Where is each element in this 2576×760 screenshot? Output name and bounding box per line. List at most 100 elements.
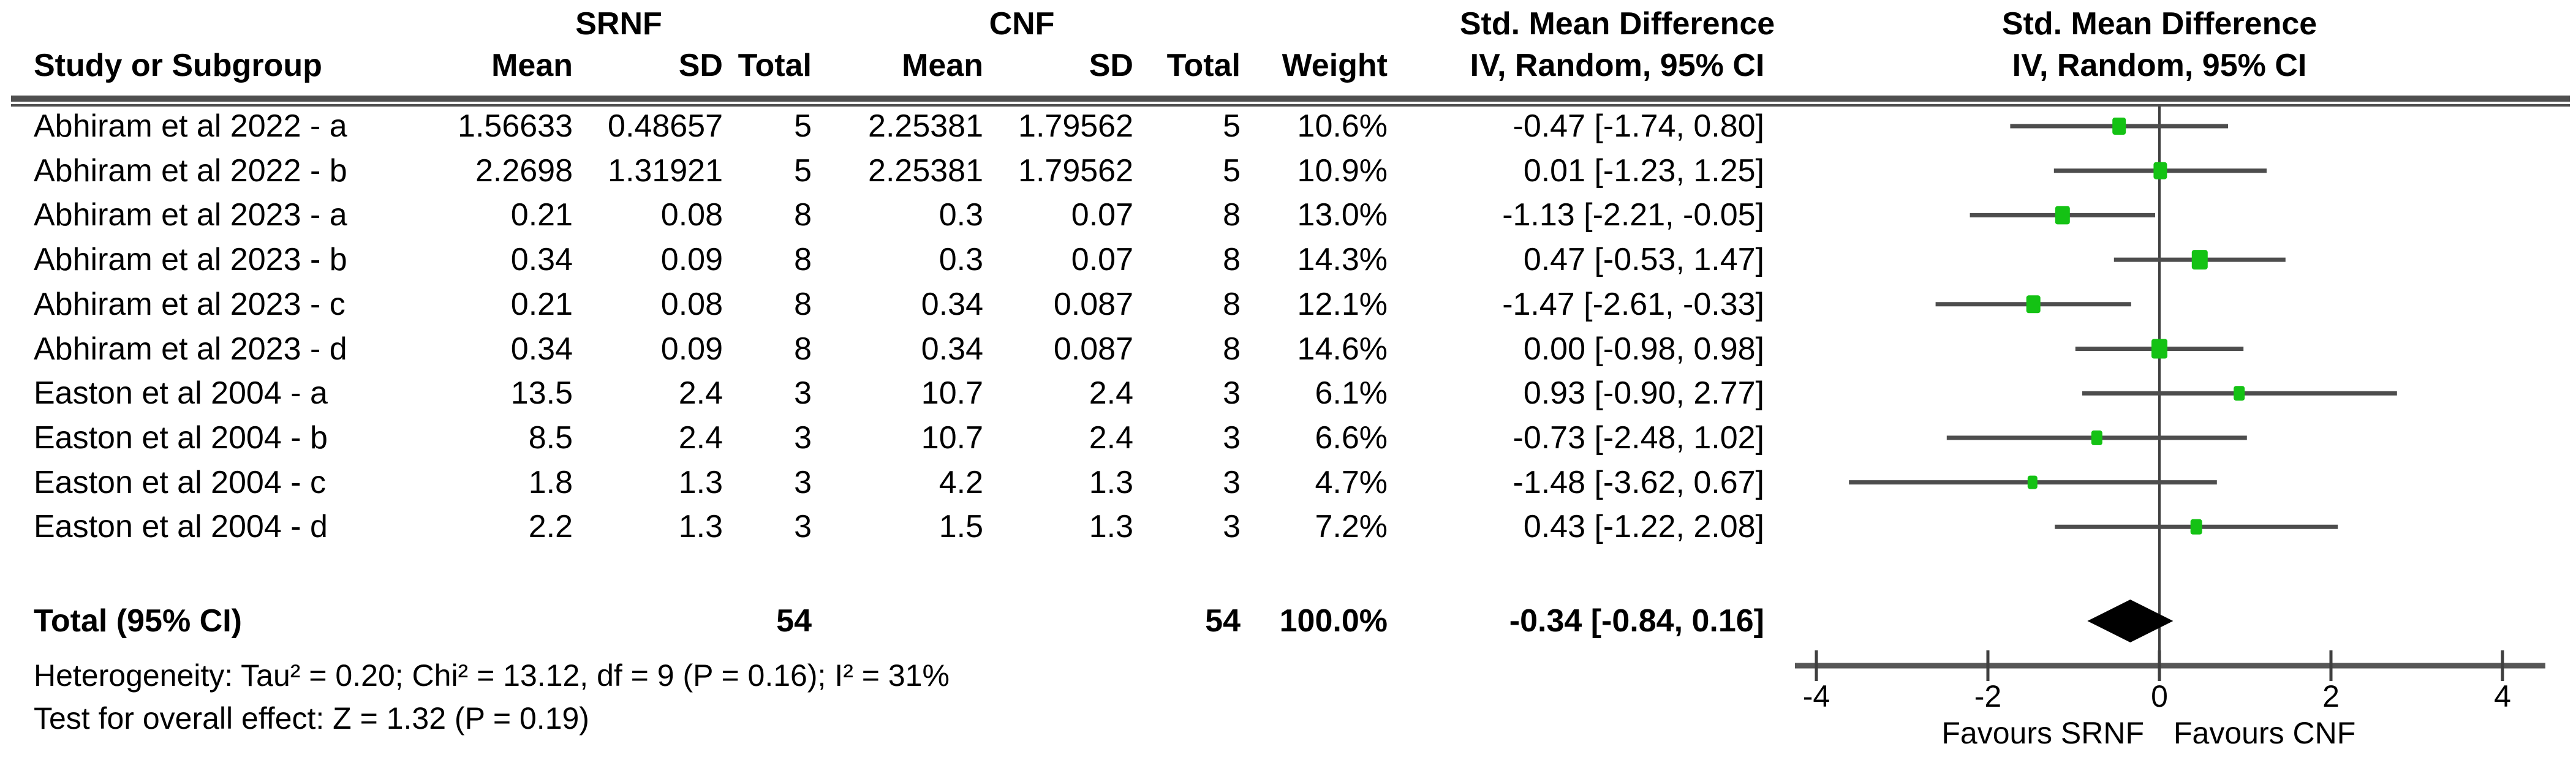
mean-cnf: 0.3 xyxy=(939,242,983,277)
col-header-weight: Weight xyxy=(1282,48,1388,83)
sd-srnf: 0.08 xyxy=(660,197,723,233)
weight: 4.7% xyxy=(1315,465,1388,500)
sd-cnf: 1.3 xyxy=(1089,465,1133,500)
total-srnf: 8 xyxy=(794,197,812,233)
ci-text: 0.47 [-0.53, 1.47] xyxy=(1523,242,1764,277)
ci-text: -1.13 [-2.21, -0.05] xyxy=(1502,197,1764,233)
total-cnf: 8 xyxy=(1223,197,1241,233)
header-rule-thin xyxy=(11,104,2570,107)
sd-srnf: 0.09 xyxy=(660,242,723,277)
ci-text: 0.00 [-0.98, 0.98] xyxy=(1523,331,1764,367)
sd-cnf: 2.4 xyxy=(1089,420,1133,456)
mean-srnf: 2.2698 xyxy=(475,153,573,189)
mean-srnf: 1.56633 xyxy=(458,108,573,144)
sd-cnf: 1.79562 xyxy=(1018,108,1133,144)
col-header-mean-srnf: Mean xyxy=(491,48,573,83)
weight: 10.6% xyxy=(1297,108,1388,144)
weight: 6.1% xyxy=(1315,375,1388,411)
ci-text: -1.48 [-3.62, 0.67] xyxy=(1513,465,1765,500)
sd-srnf: 0.08 xyxy=(660,287,723,322)
effect-marker xyxy=(2153,162,2167,179)
total-srnf: 5 xyxy=(794,153,812,189)
effect-marker xyxy=(2234,386,2245,401)
total-srnf: 3 xyxy=(794,375,812,411)
col-header-sd-cnf: SD xyxy=(1089,48,1133,83)
method-header-plot: IV, Random, 95% CI xyxy=(2012,48,2307,83)
mean-srnf: 0.34 xyxy=(510,242,573,277)
study-label: Abhiram et al 2022 - b xyxy=(34,153,347,189)
weight: 13.0% xyxy=(1297,197,1388,233)
study-label: Easton et al 2004 - d xyxy=(34,509,328,544)
group-header-srnf: SRNF xyxy=(575,6,662,42)
mean-cnf: 2.25381 xyxy=(868,153,983,189)
mean-cnf: 4.2 xyxy=(939,465,983,500)
axis-tick-label: 2 xyxy=(2322,679,2340,713)
ci-text: 0.01 [-1.23, 1.25] xyxy=(1523,153,1764,189)
sd-srnf: 1.3 xyxy=(678,509,723,544)
sd-srnf: 0.09 xyxy=(660,331,723,367)
sd-cnf: 0.087 xyxy=(1053,287,1133,322)
ci-text: -0.73 [-2.48, 1.02] xyxy=(1513,420,1765,456)
total-n-cnf: 54 xyxy=(1205,603,1241,639)
weight: 14.6% xyxy=(1297,331,1388,367)
col-header-study: Study or Subgroup xyxy=(34,48,322,83)
total-cnf: 3 xyxy=(1223,509,1241,544)
col-header-total-cnf: Total xyxy=(1166,48,1241,83)
favours-left-label: Favours SRNF xyxy=(1941,716,2144,750)
favours-right-label: Favours CNF xyxy=(2174,716,2356,750)
effect-marker xyxy=(2091,430,2102,445)
ci-text: 0.43 [-1.22, 2.08] xyxy=(1523,509,1764,544)
sd-cnf: 0.07 xyxy=(1071,197,1133,233)
total-cnf: 8 xyxy=(1223,331,1241,367)
total-cnf: 8 xyxy=(1223,287,1241,322)
mean-cnf: 10.7 xyxy=(921,420,983,456)
study-label: Abhiram et al 2023 - c xyxy=(34,287,346,322)
col-header-mean-cnf: Mean xyxy=(902,48,983,83)
weight: 7.2% xyxy=(1315,509,1388,544)
study-label: Easton et al 2004 - a xyxy=(34,375,328,411)
total-srnf: 3 xyxy=(794,420,812,456)
mean-srnf: 0.21 xyxy=(510,287,573,322)
mean-srnf: 0.21 xyxy=(510,197,573,233)
total-n-srnf: 54 xyxy=(776,603,812,639)
total-srnf: 3 xyxy=(794,509,812,544)
effect-marker xyxy=(2112,118,2126,135)
effect-marker xyxy=(2027,475,2038,489)
ci-text: -1.47 [-2.61, -0.33] xyxy=(1502,287,1764,322)
total-weight: 100.0% xyxy=(1279,603,1388,639)
study-label: Easton et al 2004 - c xyxy=(34,465,326,500)
sd-cnf: 1.79562 xyxy=(1018,153,1133,189)
weight: 12.1% xyxy=(1297,287,1388,322)
effect-marker xyxy=(2191,250,2208,270)
total-cnf: 3 xyxy=(1223,375,1241,411)
mean-srnf: 0.34 xyxy=(510,331,573,367)
sd-srnf: 2.4 xyxy=(678,375,723,411)
total-cnf: 5 xyxy=(1223,153,1241,189)
total-srnf: 8 xyxy=(794,287,812,322)
total-cnf: 3 xyxy=(1223,420,1241,456)
total-cnf: 3 xyxy=(1223,465,1241,500)
study-label: Abhiram et al 2023 - d xyxy=(34,331,347,367)
study-label: Abhiram et al 2022 - a xyxy=(34,108,347,144)
heterogeneity-text: Heterogeneity: Tau² = 0.20; Chi² = 13.12… xyxy=(34,658,950,693)
axis-tick-label: 4 xyxy=(2494,679,2511,713)
axis-tick-label: 0 xyxy=(2151,679,2168,713)
study-label: Abhiram et al 2023 - b xyxy=(34,242,347,277)
mean-cnf: 0.3 xyxy=(939,197,983,233)
mean-cnf: 0.34 xyxy=(921,287,983,322)
total-cnf: 8 xyxy=(1223,242,1241,277)
sd-cnf: 0.087 xyxy=(1053,331,1133,367)
col-header-total-srnf: Total xyxy=(738,48,812,83)
mean-cnf: 2.25381 xyxy=(868,108,983,144)
effect-header-plot: Std. Mean Difference xyxy=(2001,6,2317,42)
method-header-table: IV, Random, 95% CI xyxy=(1470,48,1765,83)
effect-marker xyxy=(2026,295,2041,314)
axis-tick-label: -4 xyxy=(1802,679,1830,713)
mean-srnf: 8.5 xyxy=(528,420,573,456)
weight: 10.9% xyxy=(1297,153,1388,189)
total-srnf: 5 xyxy=(794,108,812,144)
sd-srnf: 2.4 xyxy=(678,420,723,456)
weight: 6.6% xyxy=(1315,420,1388,456)
overall-effect-text: Test for overall effect: Z = 1.32 (P = 0… xyxy=(34,701,589,736)
